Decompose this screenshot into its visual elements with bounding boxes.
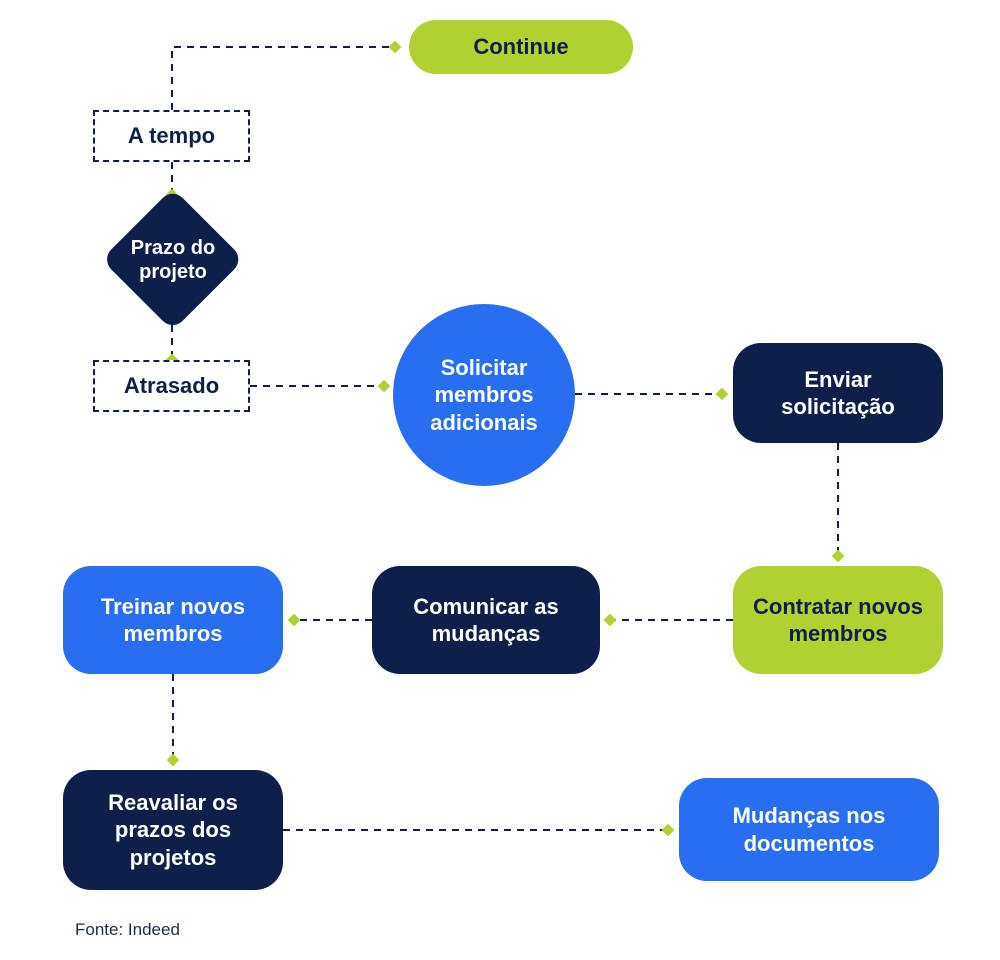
node-reavaliar: Reavaliar os prazos dos projetos — [63, 770, 283, 890]
node-label: Contratar novos membros — [747, 593, 929, 648]
node-contratar: Contratar novos membros — [733, 566, 943, 674]
edge-arrow-icon — [167, 754, 180, 767]
node-atrasado: Atrasado — [93, 360, 250, 412]
node-enviar: Enviar solicitação — [733, 343, 943, 443]
edge-arrow-icon — [604, 614, 617, 627]
edge-arrow-icon — [662, 824, 675, 837]
node-continue: Continue — [409, 20, 633, 74]
node-label: Comunicar as mudanças — [386, 593, 586, 648]
node-treinar: Treinar novos membros — [63, 566, 283, 674]
node-label: Treinar novos membros — [77, 593, 269, 648]
node-label: Prazo do projeto — [98, 236, 248, 284]
edge-arrow-icon — [716, 388, 729, 401]
node-label: Continue — [473, 33, 568, 61]
node-label: A tempo — [128, 122, 215, 150]
node-label: Solicitar membros adicionais — [407, 354, 561, 437]
node-label: Mudanças nos documentos — [693, 802, 925, 857]
edge-arrow-icon — [389, 41, 402, 54]
node-atempo: A tempo — [93, 110, 250, 162]
node-label: Atrasado — [124, 372, 219, 400]
flowchart-canvas: Fonte: Indeed Continue A tempo Prazo do pr… — [0, 0, 1000, 960]
source-label: Fonte: Indeed — [75, 920, 180, 940]
node-solicitar: Solicitar membros adicionais — [393, 304, 575, 486]
edge-arrow-icon — [832, 550, 845, 563]
node-label: Reavaliar os prazos dos projetos — [77, 789, 269, 872]
node-label: Enviar solicitação — [747, 366, 929, 421]
node-comunicar: Comunicar as mudanças — [372, 566, 600, 674]
edge-arrow-icon — [288, 614, 301, 627]
edge — [172, 47, 395, 110]
edge-arrow-icon — [378, 380, 391, 393]
node-mudancas: Mudanças nos documentos — [679, 778, 939, 881]
node-prazo: Prazo do projeto — [85, 195, 261, 325]
